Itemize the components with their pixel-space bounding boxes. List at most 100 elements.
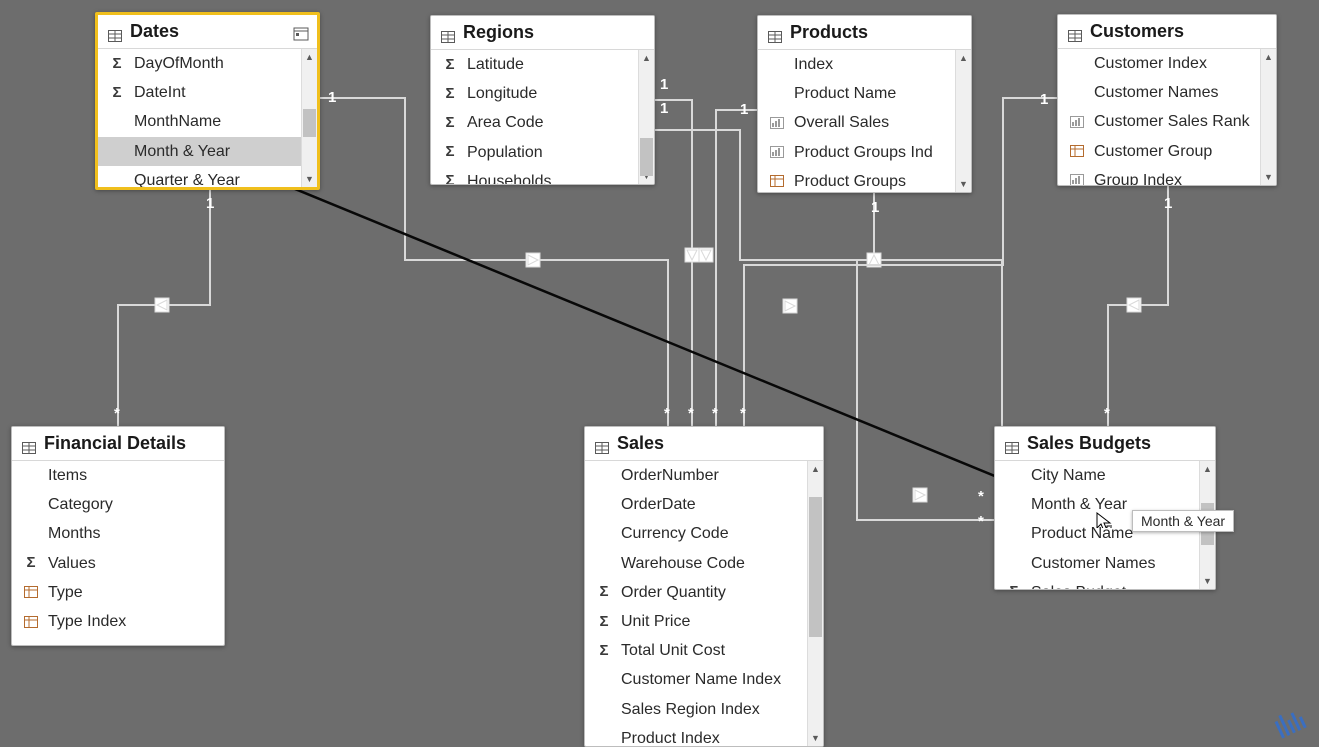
scroll-down-icon[interactable]: ▼ [1200, 573, 1215, 589]
cardinality-many: * [1104, 405, 1110, 422]
field-row[interactable]: Warehouse Code [585, 549, 823, 578]
scrollbar[interactable]: ▲▼ [955, 50, 971, 192]
field-list[interactable]: ΣDayOfMonthΣDateIntMonthNameMonth & Year… [98, 49, 317, 187]
scroll-down-icon[interactable]: ▼ [956, 176, 971, 192]
table-header[interactable]: Regions [431, 16, 654, 50]
field-row[interactable]: Customer Group [1058, 137, 1276, 166]
field-row[interactable]: Product Index [585, 724, 823, 746]
field-row[interactable]: MonthName [98, 107, 317, 136]
field-list[interactable]: Items CategoryMonthsΣValuesTypeType Index [12, 461, 224, 645]
scroll-thumb[interactable] [303, 109, 316, 137]
sum-icon: Σ [441, 83, 459, 105]
field-row[interactable]: Items [12, 461, 224, 490]
table-header[interactable]: Products [758, 16, 971, 50]
field-row[interactable]: Type [12, 578, 224, 607]
field-row[interactable]: ΣDayOfMonth [98, 49, 317, 78]
scroll-up-icon[interactable]: ▲ [1261, 49, 1276, 65]
field-row[interactable]: ΣPopulation [431, 138, 654, 167]
field-row[interactable]: Category [12, 490, 224, 519]
table-sales[interactable]: SalesOrderNumberOrderDateCurrency CodeWa… [584, 426, 824, 747]
scrollbar[interactable]: ▲▼ [1260, 49, 1276, 185]
table-regions[interactable]: RegionsΣLatitudeΣLongitudeΣArea CodeΣPop… [430, 15, 655, 185]
field-name: Quarter & Year [134, 169, 293, 187]
field-list[interactable]: Customer Index Customer Names Customer Sal… [1058, 49, 1276, 185]
field-row[interactable]: ΣTotal Unit Cost [585, 636, 823, 665]
relationship-direction-icon [1129, 300, 1139, 310]
field-list[interactable]: OrderNumberOrderDateCurrency CodeWarehou… [585, 461, 823, 746]
field-row[interactable]: ΣLatitude [431, 50, 654, 79]
field-list[interactable]: IndexProduct NameOverall SalesProduct Gr… [758, 50, 971, 192]
relationship-line[interactable] [716, 110, 757, 426]
relationship-line[interactable] [118, 190, 210, 426]
field-row[interactable]: ΣArea Code [431, 108, 654, 137]
field-row[interactable]: Sales Region Index [585, 695, 823, 724]
sum-icon: Σ [1005, 581, 1023, 589]
field-row[interactable]: ΣValues [12, 549, 224, 578]
field-name: Values [48, 552, 216, 575]
field-row[interactable]: Customer Name Index [585, 665, 823, 694]
scroll-up-icon[interactable]: ▲ [956, 50, 971, 66]
model-canvas[interactable]: 1*1*1*1*1*1*1*1* DatesΣDayOfMonthΣDateIn… [0, 0, 1319, 747]
field-row[interactable]: Product Name [758, 79, 971, 108]
scrollbar[interactable]: ▲▼ [638, 50, 654, 184]
field-list[interactable]: ΣLatitudeΣLongitudeΣArea CodeΣPopulation… [431, 50, 654, 184]
scrollbar[interactable]: ▲▼ [807, 461, 823, 746]
cardinality-many: * [688, 405, 694, 422]
scroll-up-icon[interactable]: ▲ [639, 50, 654, 66]
field-row[interactable]: City Name [995, 461, 1215, 490]
field-row[interactable]: Index [758, 50, 971, 79]
table-header[interactable]: Sales Budgets [995, 427, 1215, 461]
field-row[interactable]: Group Index [1058, 166, 1276, 185]
table-budgets[interactable]: Sales BudgetsCity NameMonth & YearProduc… [994, 426, 1216, 590]
field-row[interactable]: ΣDateInt [98, 78, 317, 107]
scroll-down-icon[interactable]: ▼ [1261, 169, 1276, 185]
scroll-up-icon[interactable]: ▲ [808, 461, 823, 477]
table-header[interactable]: Sales [585, 427, 823, 461]
field-row[interactable]: Quarter & Year [98, 166, 317, 187]
field-row[interactable]: Month & Year [98, 137, 317, 166]
sum-icon: Σ [595, 640, 613, 662]
table-header[interactable]: Financial Details [12, 427, 224, 461]
table-title: Regions [463, 22, 644, 43]
field-row[interactable]: ΣSales Budget [995, 578, 1215, 589]
field-row[interactable]: Customer Names [1058, 78, 1276, 107]
table-header[interactable]: Dates [98, 15, 317, 49]
field-row[interactable]: ΣHouseholds [431, 167, 654, 184]
table-financial[interactable]: Financial Details Items CategoryMonthsΣVal… [11, 426, 225, 646]
field-row[interactable]: ΣUnit Price [585, 607, 823, 636]
field-row[interactable]: OrderNumber [585, 461, 823, 490]
relationship-line[interactable] [1108, 186, 1168, 426]
scrollbar[interactable]: ▲▼ [301, 49, 317, 187]
table-header[interactable]: Customers [1058, 15, 1276, 49]
field-row[interactable]: Months [12, 519, 224, 548]
table-dates[interactable]: DatesΣDayOfMonthΣDateIntMonthNameMonth &… [95, 12, 320, 190]
field-row[interactable]: Product Groups Ind [758, 138, 971, 167]
watermark-icon [1273, 709, 1311, 739]
field-row[interactable]: OrderDate [585, 490, 823, 519]
sum-icon: Σ [441, 112, 459, 134]
field-row[interactable]: Currency Code [585, 519, 823, 548]
scroll-thumb[interactable] [640, 138, 653, 176]
scroll-up-icon[interactable]: ▲ [302, 49, 317, 65]
field-name: Items [48, 464, 216, 487]
scroll-thumb[interactable] [809, 497, 822, 637]
relationship-line[interactable] [655, 100, 692, 426]
field-row[interactable]: Customer Sales Rank [1058, 107, 1276, 136]
scroll-down-icon[interactable]: ▼ [302, 171, 317, 187]
cardinality-many: * [978, 513, 984, 530]
field-row[interactable]: ΣLongitude [431, 79, 654, 108]
scroll-up-icon[interactable]: ▲ [1200, 461, 1215, 477]
field-name: Latitude [467, 53, 630, 76]
field-row[interactable]: Overall Sales [758, 108, 971, 137]
relationship-line[interactable] [857, 193, 994, 520]
field-row[interactable]: Type Index [12, 607, 224, 636]
field-row[interactable]: ΣOrder Quantity [585, 578, 823, 607]
field-row[interactable]: Customer Index [1058, 49, 1276, 78]
field-row[interactable]: Product Groups [758, 167, 971, 192]
relationship-direction-icon [869, 255, 879, 265]
scroll-down-icon[interactable]: ▼ [808, 730, 823, 746]
table-products[interactable]: ProductsIndexProduct NameOverall SalesPr… [757, 15, 972, 193]
field-row[interactable]: Customer Names [995, 549, 1215, 578]
table-customers[interactable]: CustomersCustomer IndexCustomer NamesCus… [1057, 14, 1277, 186]
field-name: Customer Names [1094, 81, 1252, 104]
